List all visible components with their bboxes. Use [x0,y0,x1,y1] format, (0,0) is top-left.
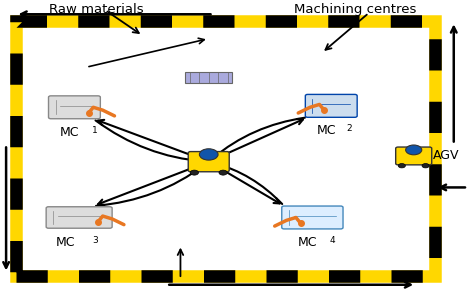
Text: Raw materials: Raw materials [48,3,143,16]
FancyBboxPatch shape [305,95,357,117]
Text: AGV: AGV [433,149,459,162]
Text: MC: MC [60,126,80,139]
FancyBboxPatch shape [188,152,229,172]
FancyBboxPatch shape [46,207,112,228]
Text: 4: 4 [329,236,335,245]
Circle shape [398,164,405,168]
Bar [16,21,435,276]
Text: MC: MC [317,125,336,138]
Text: 2: 2 [346,125,352,134]
Text: MC: MC [55,236,75,249]
Text: Machining centres: Machining centres [293,3,416,16]
FancyBboxPatch shape [396,147,432,165]
FancyBboxPatch shape [48,96,100,119]
Text: 3: 3 [93,236,99,245]
Bar [16,21,435,276]
Circle shape [200,149,218,160]
Circle shape [422,164,429,168]
Bar [185,71,232,83]
Circle shape [219,170,227,175]
Circle shape [190,170,199,175]
Circle shape [406,145,422,155]
FancyBboxPatch shape [282,206,343,229]
Text: 1: 1 [92,126,98,135]
Text: MC: MC [298,236,318,249]
